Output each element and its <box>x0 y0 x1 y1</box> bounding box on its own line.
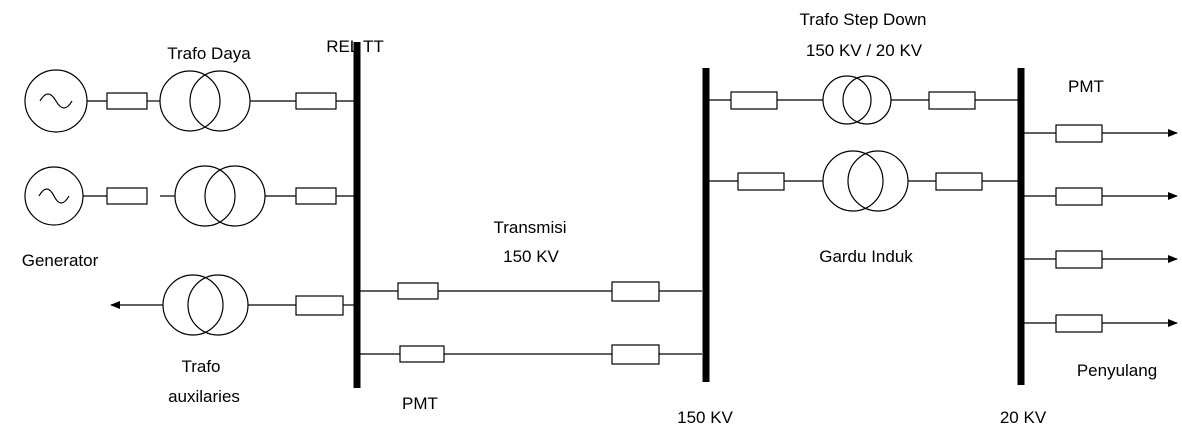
label-bus-20kv: 20 KV <box>1000 408 1047 427</box>
breaker-sd-2-right <box>935 172 983 191</box>
breaker-sd-1-right <box>928 91 976 110</box>
penyulang-feeder-1 <box>1024 124 1178 143</box>
penyulang-feeder-2 <box>1024 187 1178 206</box>
breaker-penyulang-1 <box>1055 124 1103 143</box>
trafo-daya-2-icon <box>174 165 236 227</box>
label-bus-150kv: 150 KV <box>677 408 733 427</box>
breaker-tx-2-right <box>611 344 660 365</box>
label-rel-tt: REL TT <box>326 37 384 56</box>
label-penyulang: Penyulang <box>1077 361 1157 380</box>
penyulang-feeder-4 <box>1024 314 1178 333</box>
transmission-line-1 <box>360 281 702 302</box>
trafo-auxiliaries-icon <box>187 274 249 336</box>
label-pmt-bottom: PMT <box>402 394 438 413</box>
transmission-line-2 <box>360 344 702 365</box>
generator-2-feeder <box>24 165 354 227</box>
penyulang-feeder-3 <box>1024 250 1178 269</box>
breaker-trafo-daya-1 <box>295 92 337 110</box>
breaker-penyulang-4 <box>1055 314 1103 333</box>
breaker-tx-1-left <box>397 282 439 300</box>
trafo-daya-1-icon <box>159 70 221 132</box>
step-down-feeder-1 <box>709 75 1018 125</box>
breaker-trafo-daya-2 <box>295 187 337 205</box>
breaker-gen-1 <box>106 92 148 110</box>
label-trafo: Trafo <box>181 357 220 376</box>
label-generator: Generator <box>22 251 99 270</box>
label-trafo-step-down: Trafo Step Down <box>800 10 927 29</box>
generator-1-feeder <box>24 69 354 133</box>
step-down-feeder-2 <box>709 150 1018 212</box>
breaker-auxiliaries <box>295 295 344 316</box>
breaker-gen-2 <box>106 187 148 205</box>
label-transmisi-kv: 150 KV <box>503 247 559 266</box>
label-step-down-rating: 150 KV / 20 KV <box>806 41 923 60</box>
breaker-tx-2-left <box>399 345 445 363</box>
label-gardu-induk: Gardu Induk <box>819 247 913 266</box>
breaker-sd-2-left <box>737 172 785 191</box>
breaker-sd-1-left <box>730 91 778 110</box>
label-auxilaries: auxilaries <box>168 387 240 406</box>
trafo-step-down-2-icon <box>822 150 884 212</box>
label-trafo-daya: Trafo Daya <box>167 44 251 63</box>
breaker-penyulang-2 <box>1055 187 1103 206</box>
breaker-tx-1-right <box>611 281 660 302</box>
breaker-penyulang-3 <box>1055 250 1103 269</box>
label-transmisi: Transmisi <box>493 218 566 237</box>
label-pmt-top: PMT <box>1068 77 1104 96</box>
trafo-step-down-1-icon <box>822 75 872 125</box>
auxiliaries-feeder <box>110 274 354 336</box>
